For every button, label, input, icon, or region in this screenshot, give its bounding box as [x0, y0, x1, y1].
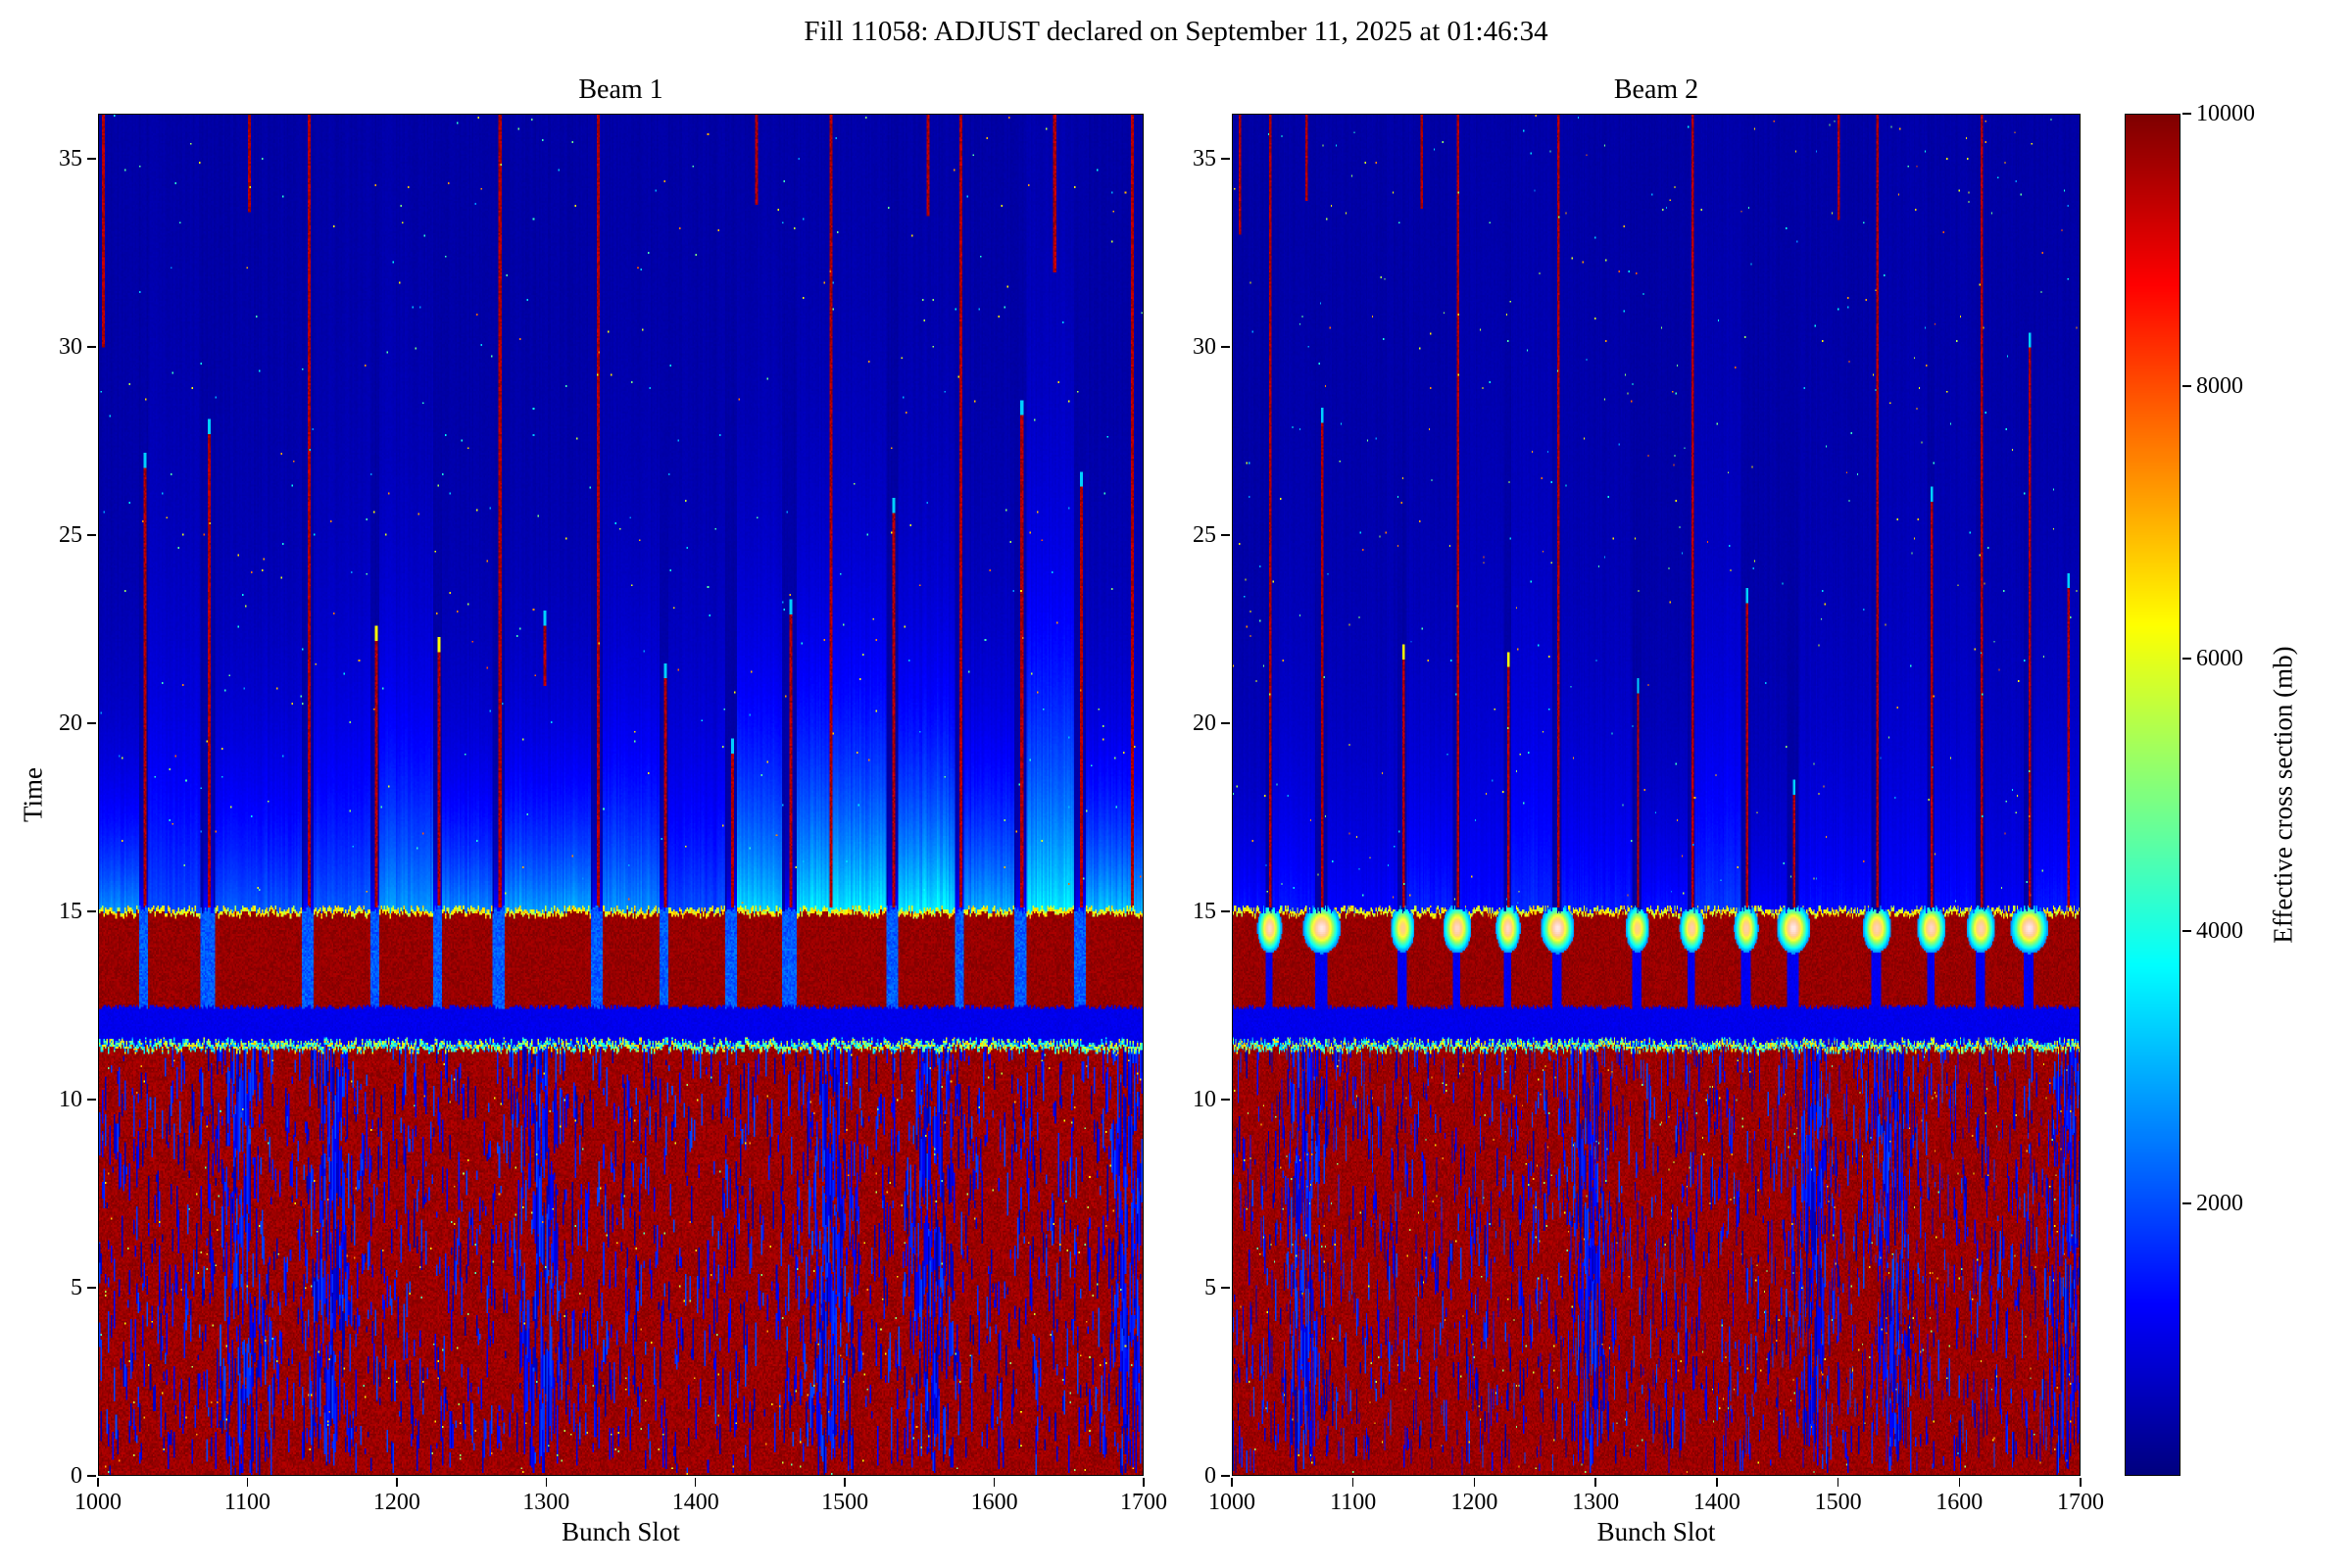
x-tick-label: 1000	[74, 1490, 122, 1515]
colorbar-tick-mark	[2182, 1202, 2191, 1204]
beam1-title: Beam 1	[578, 74, 663, 105]
beam1-heatmap-canvas	[99, 115, 1143, 1475]
y-tick-mark	[87, 158, 96, 160]
x-tick-label: 1700	[2057, 1490, 2104, 1515]
x-tick-mark	[246, 1478, 249, 1487]
colorbar-tick-mark	[2182, 113, 2191, 115]
x-tick-label: 1300	[522, 1490, 570, 1515]
colorbar	[2125, 114, 2180, 1476]
x-tick-mark	[545, 1478, 548, 1487]
y-tick-label: 5	[71, 1275, 82, 1300]
x-tick-label: 1100	[1330, 1490, 1377, 1515]
x-tick-mark	[993, 1478, 996, 1487]
beam2-x-axis-label: Bunch Slot	[1596, 1517, 1716, 1546]
x-tick-mark	[396, 1478, 398, 1487]
x-tick-label: 1000	[1208, 1490, 1255, 1515]
colorbar-label: Effective cross section (mb)	[2268, 646, 2298, 944]
beam2-heatmap-canvas	[1233, 115, 2080, 1475]
x-tick-label: 1200	[1450, 1490, 1498, 1515]
y-tick-mark	[87, 346, 96, 348]
y-tick-mark	[1221, 158, 1230, 160]
colorbar-gradient-canvas	[2126, 115, 2180, 1475]
y-tick-label: 15	[1193, 899, 1216, 925]
y-tick-mark	[1221, 1099, 1230, 1101]
colorbar-tick-mark	[2182, 930, 2191, 932]
y-tick-label: 10	[1193, 1087, 1216, 1113]
x-tick-label: 1500	[1814, 1490, 1862, 1515]
y-tick-mark	[87, 1475, 96, 1477]
y-tick-mark	[87, 1287, 96, 1289]
suptitle: Fill 11058: ADJUST declared on September…	[804, 16, 1548, 47]
colorbar-tick-label: 6000	[2196, 646, 2243, 671]
x-tick-mark	[1958, 1478, 1961, 1487]
colorbar-tick-label: 2000	[2196, 1191, 2243, 1216]
x-tick-mark	[844, 1478, 846, 1487]
y-tick-label: 5	[1204, 1275, 1216, 1300]
x-tick-mark	[1143, 1478, 1145, 1487]
y-axis-label: Time	[18, 766, 48, 823]
y-tick-mark	[1221, 910, 1230, 912]
x-tick-label: 1500	[821, 1490, 869, 1515]
x-tick-label: 1300	[1572, 1490, 1620, 1515]
x-tick-mark	[1837, 1478, 1839, 1487]
x-tick-mark	[97, 1478, 99, 1487]
x-tick-label: 1400	[671, 1490, 719, 1515]
y-tick-mark	[87, 1099, 96, 1101]
beam1-heatmap	[98, 114, 1144, 1476]
beam2-heatmap	[1232, 114, 2081, 1476]
y-tick-label: 30	[59, 334, 82, 361]
x-tick-mark	[1351, 1478, 1354, 1487]
x-tick-label: 1100	[223, 1490, 270, 1515]
y-tick-label: 35	[59, 146, 82, 172]
y-tick-mark	[1221, 1475, 1230, 1477]
y-tick-label: 15	[59, 899, 82, 925]
x-tick-mark	[1473, 1478, 1476, 1487]
y-tick-mark	[1221, 534, 1230, 536]
y-tick-label: 10	[59, 1087, 82, 1113]
colorbar-tick-mark	[2182, 385, 2191, 387]
x-tick-label: 1700	[1120, 1490, 1167, 1515]
x-tick-label: 1600	[1936, 1490, 1984, 1515]
beam2-title: Beam 2	[1613, 74, 1699, 105]
y-tick-mark	[87, 534, 96, 536]
y-tick-label: 20	[1193, 710, 1216, 737]
x-tick-mark	[1716, 1478, 1718, 1487]
y-tick-label: 0	[1204, 1463, 1216, 1489]
x-tick-label: 1200	[372, 1490, 420, 1515]
y-tick-label: 25	[59, 522, 82, 549]
y-tick-mark	[87, 910, 96, 912]
colorbar-tick-mark	[2182, 658, 2191, 660]
x-tick-mark	[2080, 1478, 2082, 1487]
colorbar-tick-label: 4000	[2196, 918, 2243, 944]
y-tick-label: 0	[71, 1463, 82, 1489]
y-tick-mark	[1221, 1287, 1230, 1289]
colorbar-tick-label: 10000	[2196, 101, 2255, 126]
y-tick-mark	[1221, 722, 1230, 724]
beam1-x-axis-label: Bunch Slot	[562, 1517, 680, 1546]
y-tick-label: 25	[1193, 522, 1216, 549]
y-tick-mark	[1221, 346, 1230, 348]
x-tick-label: 1400	[1692, 1490, 1740, 1515]
x-tick-mark	[694, 1478, 697, 1487]
colorbar-tick-label: 8000	[2196, 373, 2243, 399]
x-tick-label: 1600	[970, 1490, 1018, 1515]
y-tick-label: 20	[59, 710, 82, 737]
x-tick-mark	[1594, 1478, 1596, 1487]
x-tick-mark	[1231, 1478, 1233, 1487]
y-tick-label: 30	[1193, 334, 1216, 361]
y-tick-mark	[87, 722, 96, 724]
y-tick-label: 35	[1193, 146, 1216, 172]
